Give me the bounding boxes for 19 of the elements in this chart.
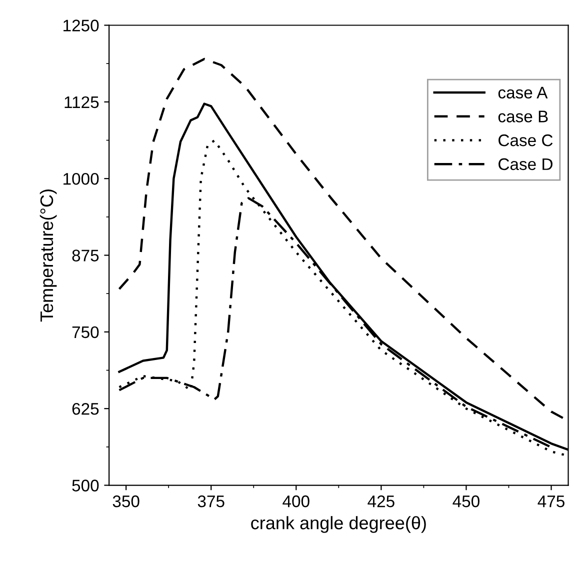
legend-label: Case C [498,134,553,146]
x-tick-label: 450 [452,495,480,508]
y-tick-label: 875 [72,250,99,262]
legend-label: case A [498,86,548,98]
x-tick-label: 425 [368,495,394,508]
x-tick-label: 375 [198,495,224,508]
x-tick-label: 400 [282,495,310,508]
legend-label: case B [498,110,548,122]
y-tick-label: 1125 [64,96,99,108]
x-tick-label: 350 [112,495,140,508]
y-tick-label: 1250 [64,20,99,32]
y-axis-title: Temperature(°C) [40,190,57,322]
legend-label: Case D [498,158,552,170]
y-tick-label: 750 [72,326,99,338]
x-axis-title: crank angle degree(θ) [251,516,426,533]
x-tick-label: 475 [538,496,564,508]
y-tick-label: 625 [72,402,99,415]
y-tick-label: 500 [72,480,99,492]
y-tick-label: 1000 [64,172,99,185]
